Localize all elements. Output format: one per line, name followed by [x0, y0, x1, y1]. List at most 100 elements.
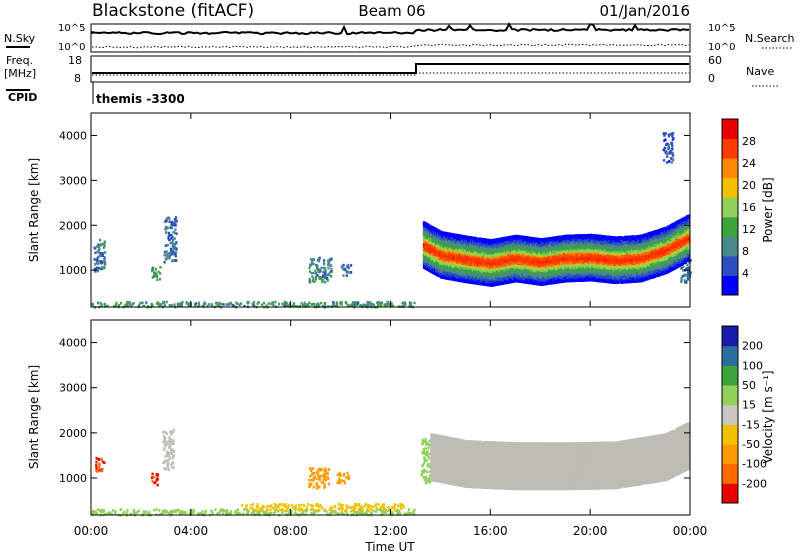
scatter-cell — [187, 305, 190, 308]
scatter-cell — [166, 252, 169, 256]
scatter-cell — [283, 304, 287, 307]
scatter-cell — [321, 305, 324, 308]
scatter-cell — [173, 221, 176, 224]
scatter-cell — [324, 280, 327, 284]
scatter-cell — [386, 301, 390, 305]
scatter-cell — [306, 304, 309, 307]
band-cell — [428, 224, 432, 228]
scatter-cell — [173, 244, 176, 248]
scatter-cell — [410, 305, 413, 308]
scatter-cell — [340, 303, 343, 306]
cpid-value: themis -3300 — [96, 92, 185, 106]
scatter-cell — [143, 304, 146, 308]
scatter-cell — [172, 250, 175, 254]
scatter-cell — [689, 259, 692, 262]
scatter-cell — [318, 277, 321, 280]
scatter-cell — [168, 220, 171, 223]
scatter-cell — [334, 304, 337, 308]
scatter-cell — [101, 254, 104, 257]
scatter-cell — [668, 160, 671, 163]
scatter-cell — [272, 304, 275, 307]
scatter-cell — [166, 243, 169, 247]
scatter-cell — [309, 263, 312, 267]
scatter-cell — [341, 264, 344, 268]
scatter-cell — [312, 262, 315, 266]
scatter-cell — [666, 155, 669, 158]
scatter-cell — [662, 148, 665, 152]
scatter-cell — [150, 302, 153, 306]
power-patch-2 — [163, 216, 178, 264]
scatter-cell — [128, 303, 131, 306]
scatter-cell — [292, 303, 295, 307]
beam-title: Beam 06 — [358, 2, 425, 20]
scatter-cell — [97, 255, 100, 259]
power-band — [422, 214, 690, 287]
scatter-cell — [310, 258, 313, 261]
scatter-cell — [368, 301, 372, 304]
scatter-cell — [152, 268, 155, 271]
scatter-cell — [151, 276, 154, 279]
scatter-cell — [322, 274, 325, 278]
scatter-cell — [310, 262, 313, 265]
scatter-cell — [299, 305, 302, 308]
scatter-cell — [342, 263, 345, 267]
scatter-cell — [347, 271, 350, 274]
scatter-cell — [359, 304, 362, 308]
nave-tick-low: 0 — [708, 72, 715, 85]
scatter-cell — [103, 302, 106, 306]
scatter-cell — [197, 301, 200, 305]
scatter-cell — [227, 303, 230, 307]
scatter-cell — [119, 301, 123, 305]
scatter-cell — [365, 303, 368, 307]
scatter-cell — [326, 279, 329, 282]
scatter-cell — [154, 271, 157, 274]
scatter-cell — [350, 264, 353, 267]
scatter-cell — [662, 159, 666, 162]
scatter-cell — [671, 157, 674, 161]
scatter-cell — [103, 265, 106, 269]
scatter-cell — [330, 267, 333, 271]
power-patch-3 — [308, 256, 333, 284]
scatter-cell — [671, 151, 675, 155]
scatter-cell — [201, 304, 204, 308]
scatter-cell — [667, 134, 671, 138]
scatter-cell — [352, 301, 356, 304]
scatter-cell — [157, 270, 160, 274]
scatter-cell — [346, 265, 349, 268]
scatter-cell — [97, 259, 100, 263]
scatter-cell — [349, 304, 352, 308]
scatter-cell — [171, 259, 174, 263]
scatter-cell — [662, 132, 665, 135]
scatter-cell — [153, 271, 156, 275]
scatter-cell — [384, 303, 387, 306]
scatter-cell — [308, 280, 311, 283]
scatter-cell — [103, 260, 107, 263]
scatter-cell — [171, 221, 174, 225]
scatter-cell — [103, 242, 106, 245]
scatter-cell — [132, 302, 135, 305]
scatter-cell — [316, 264, 319, 268]
scatter-cell — [310, 271, 313, 275]
scatter-cell — [158, 303, 161, 307]
scatter-cell — [164, 231, 168, 234]
scatter-cell — [154, 274, 157, 278]
scatter-cell — [687, 273, 690, 276]
scatter-cell — [145, 301, 148, 304]
scatter-cell — [339, 301, 342, 304]
scatter-cell — [288, 302, 291, 305]
scatter-cell — [175, 232, 178, 235]
scatter-cell — [104, 262, 107, 266]
scatter-cell — [665, 150, 668, 153]
scatter-cell — [162, 300, 166, 304]
scatter-cell — [285, 304, 288, 307]
scatter-cell — [171, 248, 174, 251]
scatter-cell — [198, 304, 201, 307]
scatter-cell — [330, 264, 333, 267]
scatter-cell — [246, 301, 249, 305]
scatter-cell — [682, 269, 685, 272]
scatter-cell — [164, 219, 168, 222]
scatter-cell — [172, 230, 175, 234]
scatter-cell — [344, 268, 347, 272]
scatter-cell — [303, 301, 306, 305]
scatter-cell — [236, 302, 239, 305]
